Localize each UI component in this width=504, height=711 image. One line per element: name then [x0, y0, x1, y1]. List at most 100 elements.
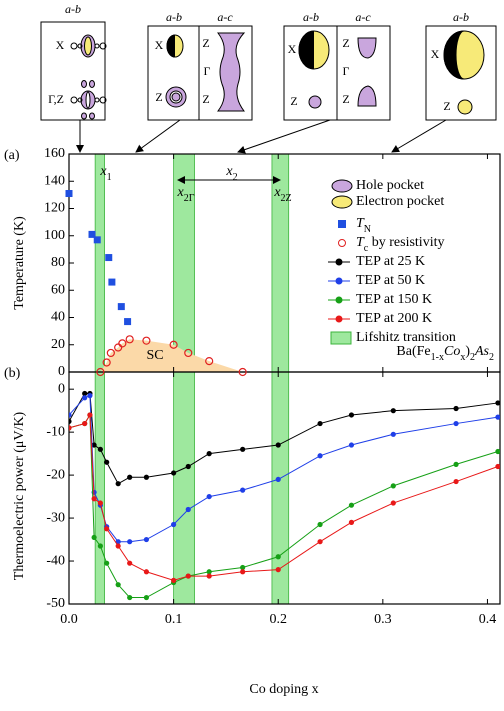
tc-point	[102, 358, 111, 367]
tc-point	[125, 335, 134, 344]
legend-marker	[338, 220, 346, 228]
tep-point	[127, 474, 133, 480]
tc-point	[96, 367, 105, 377]
sc-dome	[100, 339, 243, 372]
plane-label: a-b	[453, 10, 469, 24]
tep-point	[317, 521, 323, 528]
x-tick-label: 0.2	[269, 612, 287, 627]
legend-pocket	[331, 179, 353, 193]
tep-point	[185, 463, 191, 470]
tep-point	[115, 543, 121, 549]
tn-point	[93, 236, 101, 244]
tep-point	[348, 412, 355, 418]
legend-marker	[335, 277, 343, 285]
text-part: by resistivity	[368, 235, 444, 250]
point-label: Z	[443, 99, 450, 113]
tep-point	[185, 573, 191, 579]
tn-point	[105, 254, 113, 262]
legend-label: Lifshitz transition	[356, 330, 456, 345]
tn-point	[88, 230, 96, 238]
plane-label: a-c	[355, 10, 371, 24]
y-tick-label: 20	[51, 337, 65, 352]
tep-point	[143, 569, 150, 575]
text-part: 1-x	[431, 352, 444, 363]
plane-label: a-c	[217, 10, 233, 24]
text-part: T	[356, 235, 365, 250]
tep-point	[453, 420, 459, 427]
tep-point	[143, 536, 150, 543]
text-part: )	[465, 344, 470, 359]
x-tick-label: 0.3	[374, 612, 392, 627]
tep-point	[206, 573, 212, 579]
series-group	[69, 390, 500, 601]
legend-marker	[335, 258, 343, 266]
plot-frame	[68, 371, 501, 605]
text-part: 2	[470, 352, 475, 363]
sc-label: SC	[146, 348, 163, 363]
legend-label: Hole pocket	[356, 178, 424, 193]
tep-point	[240, 487, 246, 493]
tep-point	[348, 442, 355, 448]
lifshitz-band	[271, 153, 290, 605]
tep-point	[69, 412, 72, 418]
point-label: X	[56, 38, 65, 52]
legend-label: TEP at 150 K	[356, 292, 432, 307]
tep-point	[115, 539, 121, 545]
tep-point	[453, 405, 459, 412]
tep-point	[115, 582, 121, 588]
tn-point	[117, 303, 125, 311]
tep-point	[87, 393, 93, 399]
plane-label: a-b	[65, 2, 81, 16]
inset-box	[40, 21, 106, 121]
tep-point	[240, 446, 246, 452]
tep-point	[143, 594, 150, 601]
legend-label: TEP at 50 K	[356, 273, 425, 288]
tn-point	[65, 190, 73, 198]
text-part: c	[364, 243, 369, 254]
tep-point	[104, 560, 110, 566]
text-part: x	[225, 164, 233, 179]
tep-point	[206, 493, 212, 500]
tep-point	[127, 560, 133, 566]
tep-point	[127, 594, 133, 601]
text-part: As	[474, 344, 490, 359]
y-tick-label: 0	[58, 364, 65, 379]
tep-point	[206, 569, 212, 575]
text-part: x	[273, 185, 281, 200]
tep-point	[104, 459, 110, 465]
tep-point	[206, 451, 212, 457]
y-axis-label: Temperature (K)	[12, 216, 27, 310]
text-part: 2Z	[281, 193, 292, 204]
y-tick-label: 60	[51, 282, 65, 297]
tc-point	[205, 357, 214, 366]
tep-point	[69, 418, 72, 425]
tep-point	[69, 425, 72, 431]
tn-point	[108, 278, 116, 286]
text-part: Co	[444, 344, 460, 359]
y-tick-label: -30	[46, 510, 65, 525]
insets	[40, 21, 497, 154]
tep-point	[115, 481, 121, 487]
tep-point	[91, 534, 97, 541]
legend-marker	[335, 315, 343, 323]
tep-point	[495, 414, 500, 420]
tep-point	[171, 521, 177, 528]
lifshitz-label: x1	[99, 164, 111, 183]
lifshitz-label: x2Γ	[177, 185, 195, 204]
tep-point	[453, 478, 459, 485]
point-label: Γ	[204, 64, 211, 78]
point-label: Γ	[343, 64, 350, 78]
tep-point	[348, 519, 355, 525]
tep-point	[390, 431, 396, 437]
tep-point	[317, 539, 323, 545]
tep-point	[97, 500, 103, 506]
point-label: Γ,Z	[48, 92, 64, 106]
plane-label: a-b	[166, 10, 182, 24]
y-tick-label: 80	[51, 255, 65, 270]
y-tick-label: 40	[51, 310, 65, 325]
tc-point	[238, 367, 247, 377]
x-tick-label: 0.1	[165, 612, 183, 627]
tep-point	[495, 400, 500, 406]
legend-marker	[330, 331, 352, 345]
